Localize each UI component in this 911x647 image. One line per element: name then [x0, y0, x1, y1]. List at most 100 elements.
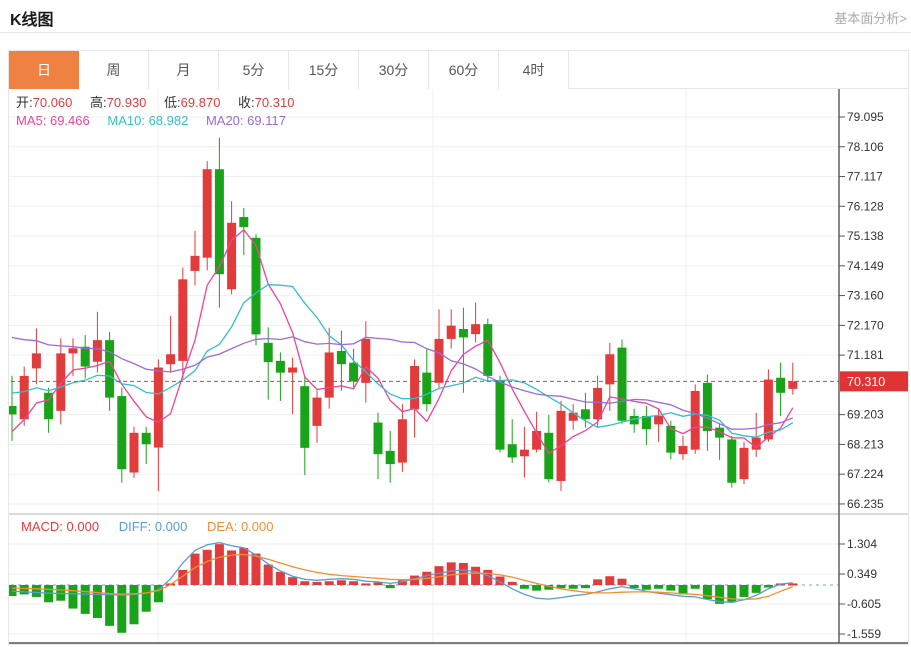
macd-bar: [251, 553, 261, 585]
macd-bar: [336, 580, 346, 585]
tab-60分[interactable]: 60分: [429, 51, 499, 89]
macd-bar: [300, 581, 310, 585]
candle-body: [19, 375, 29, 420]
macd-bar: [214, 544, 224, 585]
macd-bar: [275, 571, 285, 585]
candle-body: [776, 377, 786, 393]
candle-body: [324, 352, 334, 398]
candle-body: [68, 348, 78, 354]
candle-body: [275, 360, 285, 373]
candle-body: [666, 425, 676, 453]
y-axis-label: 71.181: [847, 348, 884, 362]
tab-周[interactable]: 周: [79, 51, 149, 89]
tab-月[interactable]: 月: [149, 51, 219, 89]
candle-body: [312, 397, 322, 426]
candle-body: [105, 340, 115, 398]
y-axis-label: 67.224: [847, 467, 884, 481]
macd-bar: [641, 585, 651, 590]
y-axis-label: 76.128: [847, 199, 884, 213]
candle-body: [507, 444, 517, 458]
kline-panel: 日周月 5分 15分 30分 60分 4时 开:70.060 高:70.930 低:69.…: [7, 50, 909, 645]
open-value: 70.060: [32, 95, 73, 110]
candle-body: [349, 362, 359, 382]
macd-bar: [239, 547, 249, 585]
macd-bar: [751, 585, 761, 593]
macd-value: 0.000: [66, 519, 100, 534]
ma5-line: [11, 228, 794, 455]
macd-axis-label: 0.349: [847, 567, 877, 581]
high-label: 高:: [90, 95, 107, 110]
open-label: 开:: [16, 95, 33, 110]
candle-body: [715, 427, 725, 438]
candle-body: [227, 222, 237, 290]
candle-body: [471, 324, 481, 335]
close-label: 收:: [238, 95, 255, 110]
candle-body: [544, 432, 554, 480]
kline-chart-svg[interactable]: 79.095 78.106 77.117 76.128 75.138 74.149 73.1…: [7, 89, 908, 644]
macd-bar: [288, 577, 298, 585]
candle-body: [458, 328, 468, 338]
candle-body: [483, 324, 493, 376]
macd-bar: [763, 585, 773, 588]
y-axis-label: 68.213: [847, 437, 884, 451]
macd-bar: [702, 585, 712, 600]
y-axis-label: 78.106: [847, 140, 884, 154]
candle-body: [190, 255, 200, 271]
macd-bar: [715, 585, 725, 604]
tab-15分[interactable]: 15分: [289, 51, 359, 89]
macd-bar: [373, 582, 383, 585]
candle-body: [129, 432, 139, 473]
candle-body: [288, 367, 298, 373]
macd-axis-label: -0.605: [847, 597, 881, 611]
macd-bar: [202, 549, 212, 585]
macd-bar: [324, 581, 334, 585]
macd-bar: [605, 576, 615, 585]
candle-body: [92, 340, 102, 362]
dea-label: DEA:: [206, 519, 238, 534]
candle-body: [617, 347, 627, 421]
macd-bar: [507, 581, 517, 585]
macd-bar: [129, 585, 139, 625]
y-axis-label: 66.235: [847, 497, 884, 511]
ma20-line: [11, 336, 794, 430]
candle-body: [654, 415, 664, 425]
tab-30分[interactable]: 30分: [359, 51, 429, 89]
close-value: 70.310: [254, 95, 295, 110]
y-axis-label: 77.117: [847, 170, 883, 184]
macd-bar: [593, 579, 603, 585]
y-axis-label: 74.149: [847, 259, 884, 273]
macd-bar: [556, 585, 566, 589]
candle-body: [702, 382, 712, 431]
y-axis-label: 69.203: [847, 408, 884, 422]
candle-body: [751, 437, 761, 450]
macd-bar: [178, 569, 188, 585]
candle-body: [166, 354, 176, 365]
candle-body: [263, 342, 273, 363]
ma10-label: MA10:: [107, 113, 145, 128]
ma10-line: [11, 284, 794, 438]
tab-日[interactable]: 日: [9, 51, 79, 89]
macd-bar: [117, 585, 127, 633]
candle-body: [629, 415, 639, 425]
macd-bar: [92, 585, 102, 619]
candle-body: [434, 338, 444, 383]
candle-body: [422, 372, 432, 405]
period-tab-bar: 日周月 5分 15分 30分 60分 4时: [9, 51, 908, 89]
fundamental-analysis-link[interactable]: 基本面分析>: [834, 11, 907, 26]
macd-bar: [519, 585, 529, 589]
candle-body: [410, 365, 420, 410]
macd-bar: [397, 580, 407, 585]
candle-body: [80, 346, 90, 367]
tab-4时[interactable]: 4时: [499, 51, 569, 89]
tab-5分[interactable]: 5分: [219, 51, 289, 89]
candle-body: [580, 409, 590, 420]
ma5-value: 69.466: [49, 113, 90, 128]
y-axis-label: 72.170: [847, 318, 884, 332]
macd-legend: MACD: 0.000 DIFF: 0.000 DEA: 0.000: [21, 519, 290, 534]
macd-bar: [361, 583, 371, 586]
macd-bar: [532, 585, 542, 591]
macd-bar: [471, 566, 481, 585]
macd-bar: [690, 585, 700, 589]
macd-bar: [727, 585, 737, 603]
candle-body: [385, 450, 395, 465]
